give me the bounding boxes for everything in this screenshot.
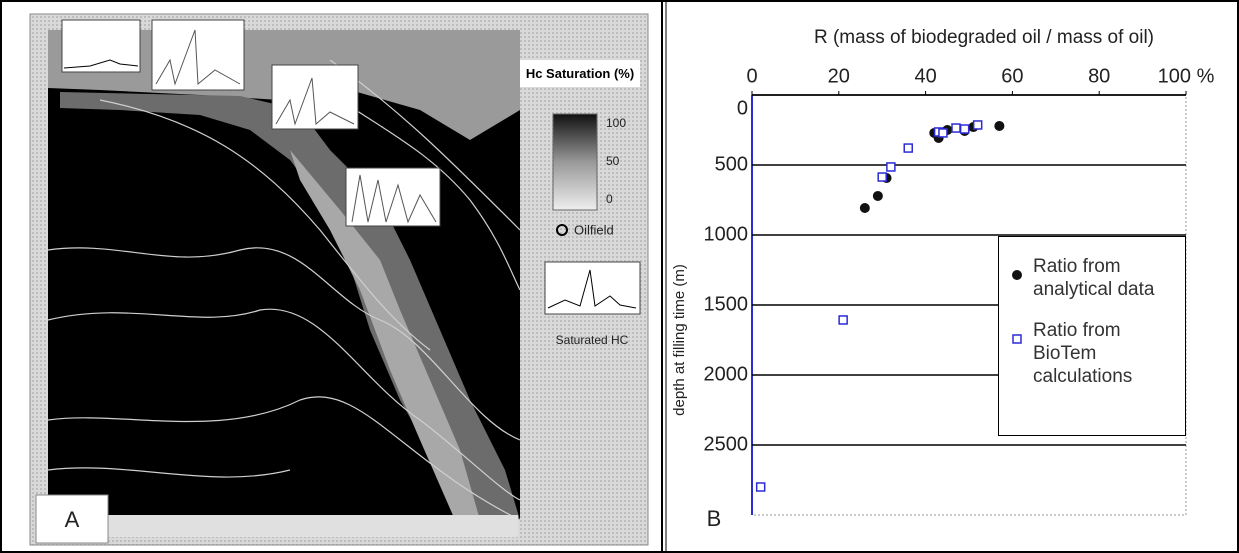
x-tick-label: 0	[746, 65, 757, 87]
legend: Ratio from analytical data Ratio from Bio…	[998, 236, 1186, 436]
y-tick-label: 500	[715, 153, 748, 175]
legend-label: Ratio from analytical data	[1033, 256, 1155, 300]
panel-label: B	[707, 506, 722, 531]
oilfield-label: Oilfield	[574, 222, 614, 237]
point	[951, 123, 961, 133]
point	[755, 482, 766, 492]
legend-marker-shape	[1012, 270, 1022, 280]
point	[886, 162, 896, 172]
y-tick-label: 0	[737, 97, 748, 119]
point	[859, 202, 870, 213]
legend-entry: Ratio from BioTem calculations	[1003, 319, 1181, 388]
y-tick-label: 2500	[704, 433, 749, 455]
colorbar-tick-label: 0	[606, 192, 613, 206]
thumbnail-caption: Saturated HC	[556, 333, 629, 347]
colorbar-tick-label: 100	[606, 116, 626, 130]
panel-label: A	[65, 507, 80, 532]
x-tick-label: 100 %	[1158, 65, 1215, 87]
y-tick-label: 1500	[704, 293, 749, 315]
point	[938, 128, 948, 138]
legend-marker-shape	[1012, 334, 1022, 344]
x-tick-label: 60	[1001, 65, 1023, 87]
point	[972, 120, 983, 130]
legend-label: Ratio from BioTem calculations	[1033, 320, 1133, 387]
point	[872, 190, 883, 201]
x-tick-label: 80	[1088, 65, 1110, 87]
point	[959, 124, 970, 134]
colorbar-tick-label: 50	[606, 154, 620, 168]
x-axis-title: R (mass of biodegraded oil / mass of oil…	[814, 27, 1154, 48]
point	[994, 120, 1005, 131]
y-tick-label: 2000	[704, 363, 749, 385]
point	[838, 315, 848, 325]
y-tick-label: 1000	[704, 223, 749, 245]
x-tick-label: 20	[828, 65, 850, 87]
x-tick-label: 40	[914, 65, 936, 87]
legend-marker	[1012, 270, 1022, 280]
point	[903, 143, 913, 153]
y-axis-title: depth at filling time (m)	[671, 264, 688, 416]
panel-a-image	[29, 13, 649, 546]
point	[877, 172, 887, 182]
legend-entry: Ratio from analytical data	[1003, 255, 1181, 301]
legend-title: Hc Saturation (%)	[520, 60, 640, 87]
legend-marker	[1012, 334, 1022, 344]
